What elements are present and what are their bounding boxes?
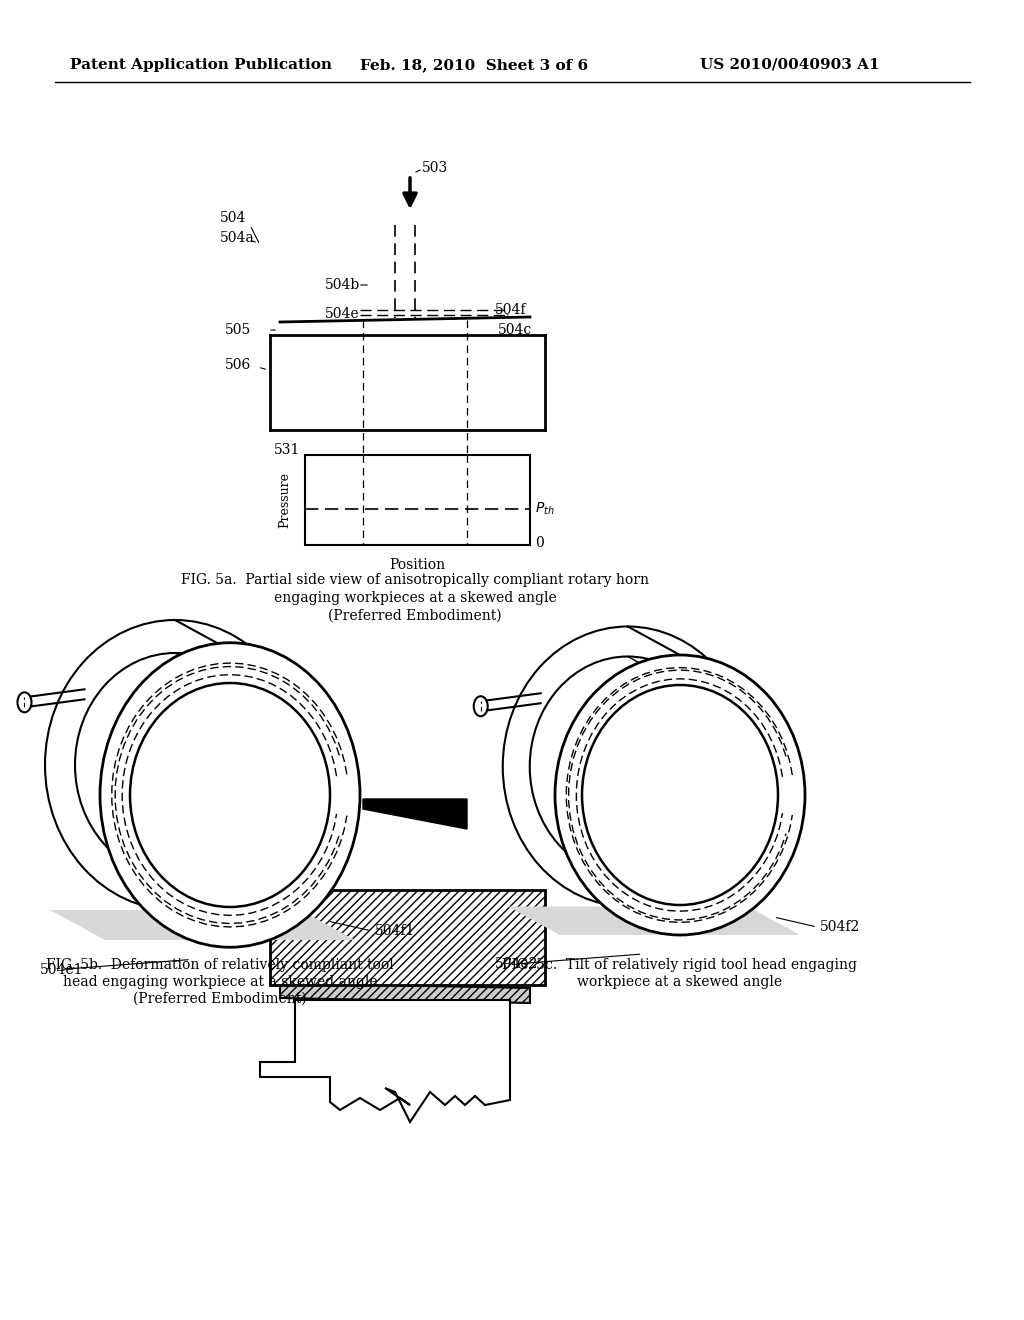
Text: 504e: 504e	[325, 308, 359, 321]
Text: 0: 0	[535, 536, 544, 550]
Text: 504b: 504b	[325, 279, 360, 292]
Polygon shape	[260, 1001, 510, 1122]
Text: $P_{th}$: $P_{th}$	[535, 500, 555, 517]
Polygon shape	[280, 983, 530, 1003]
Text: 504f2: 504f2	[820, 920, 860, 935]
Ellipse shape	[130, 682, 330, 907]
Text: FIG. 5c.  Tilt of relatively rigid tool head engaging: FIG. 5c. Tilt of relatively rigid tool h…	[503, 958, 857, 972]
Ellipse shape	[474, 696, 487, 717]
Text: 504f1: 504f1	[375, 924, 416, 939]
Polygon shape	[508, 907, 800, 935]
Polygon shape	[50, 909, 355, 940]
Bar	[305, 455, 530, 545]
Text: FIG. 5a.  Partial side view of anisotropically compliant rotary horn: FIG. 5a. Partial side view of anisotropi…	[181, 573, 649, 587]
Text: Pressure: Pressure	[279, 473, 292, 528]
Ellipse shape	[582, 685, 778, 906]
Polygon shape	[270, 890, 545, 985]
Text: FIG. 5b.  Deformation of relatively compliant tool: FIG. 5b. Deformation of relatively compl…	[46, 958, 394, 972]
Text: engaging workpieces at a skewed angle: engaging workpieces at a skewed angle	[273, 591, 556, 605]
Text: 504: 504	[220, 211, 247, 224]
Text: 503: 503	[422, 161, 449, 176]
Ellipse shape	[529, 656, 726, 876]
Polygon shape	[362, 799, 467, 829]
Ellipse shape	[100, 643, 360, 948]
Text: 504f: 504f	[495, 304, 526, 317]
Text: Position: Position	[389, 558, 445, 572]
Text: 506: 506	[225, 358, 251, 372]
Text: (Preferred Embodiment): (Preferred Embodiment)	[328, 609, 502, 623]
Text: Patent Application Publication: Patent Application Publication	[70, 58, 332, 73]
Text: head engaging workpiece at a skewed angle: head engaging workpiece at a skewed angl…	[62, 975, 377, 989]
Text: workpiece at a skewed angle: workpiece at a skewed angle	[578, 975, 782, 989]
Ellipse shape	[45, 620, 305, 909]
Ellipse shape	[75, 653, 275, 876]
Text: 531: 531	[273, 444, 300, 457]
Text: (Preferred Embodiment): (Preferred Embodiment)	[133, 993, 307, 1006]
Text: 504e1: 504e1	[40, 962, 84, 977]
Text: 504c: 504c	[498, 323, 532, 337]
Ellipse shape	[503, 627, 753, 907]
Text: 504a: 504a	[220, 231, 255, 246]
Text: US 2010/0040903 A1: US 2010/0040903 A1	[700, 58, 880, 73]
Ellipse shape	[17, 692, 32, 713]
Text: 505: 505	[225, 323, 251, 337]
Ellipse shape	[555, 655, 805, 935]
Text: 504e2: 504e2	[495, 957, 539, 972]
Text: Feb. 18, 2010  Sheet 3 of 6: Feb. 18, 2010 Sheet 3 of 6	[360, 58, 588, 73]
